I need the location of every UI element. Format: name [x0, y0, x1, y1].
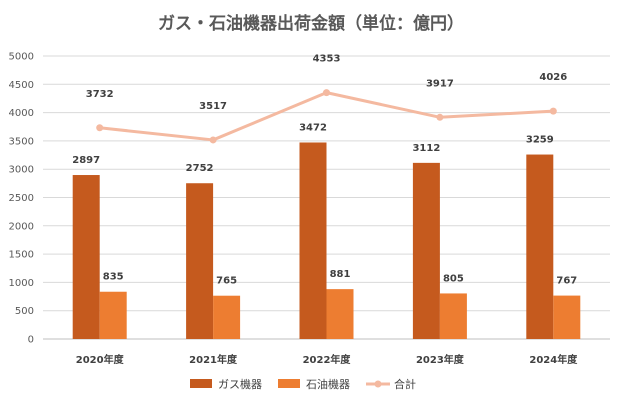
- data-label-合計-2022年度: 4353: [313, 54, 341, 65]
- legend: ガス機器 石油機器 合計: [190, 377, 416, 391]
- data-label-石油機器-2024年度: 767: [556, 276, 577, 287]
- x-tick-label: 2023年度: [416, 353, 465, 366]
- y-axis-ticks: 0 500 1000 1500 2000 2500 3000 3500 4000 4500 5000: [9, 52, 34, 346]
- x-tick-label: 2020年度: [76, 353, 125, 366]
- y-tick-label: 3000: [9, 165, 34, 176]
- y-tick-label: 4000: [9, 108, 34, 119]
- point-合計-2023年度: [436, 113, 444, 121]
- data-labels-layer: 2897 835 2752 765 3472 881 3112 805 3259 767 3732 3…: [72, 54, 577, 287]
- legend-label-石油機器: 石油機器: [306, 377, 350, 391]
- legend-marker-合計: [374, 380, 382, 388]
- bar-ガス機器-2021年度: [186, 183, 214, 339]
- data-label-石油機器-2021年度: 765: [216, 276, 237, 287]
- data-label-合計-2023年度: 3917: [426, 78, 454, 89]
- y-tick-label: 4500: [9, 80, 34, 91]
- bar-ガス機器-2023年度: [412, 162, 440, 339]
- bar-石油機器-2024年度: [553, 295, 581, 339]
- data-label-合計-2020年度: 3732: [86, 89, 114, 100]
- y-tick-label: 2500: [9, 193, 34, 204]
- bar-石油機器-2020年度: [99, 291, 127, 339]
- point-合計-2020年度: [96, 124, 104, 132]
- line-layer: [96, 89, 557, 144]
- x-tick-label: 2022年度: [303, 353, 352, 366]
- data-label-石油機器-2020年度: 835: [103, 272, 124, 283]
- bar-ガス機器-2024年度: [526, 154, 554, 339]
- y-tick-label: 0: [28, 335, 34, 346]
- data-label-ガス機器-2024年度: 3259: [526, 135, 554, 146]
- bars-layer: [72, 142, 581, 339]
- data-label-石油機器-2022年度: 881: [330, 269, 351, 280]
- data-label-合計-2024年度: 4026: [539, 72, 567, 83]
- point-合計-2022年度: [323, 89, 330, 97]
- data-label-ガス機器-2023年度: 3112: [412, 143, 440, 154]
- bar-ガス機器-2020年度: [72, 175, 100, 339]
- x-tick-label: 2024年度: [529, 353, 578, 366]
- y-tick-label: 1500: [9, 250, 34, 261]
- data-label-合計-2021年度: 3517: [199, 101, 227, 112]
- legend-label-ガス機器: ガス機器: [218, 377, 262, 391]
- point-合計-2024年度: [549, 107, 557, 115]
- x-axis-ticks: 2020年度 2021年度 2022年度 2023年度 2024年度: [76, 353, 578, 366]
- bar-ガス機器-2022年度: [299, 142, 327, 339]
- data-label-ガス機器-2020年度: 2897: [72, 155, 100, 166]
- x-tick-label: 2021年度: [189, 353, 238, 366]
- bar-石油機器-2022年度: [326, 289, 354, 339]
- y-tick-label: 3500: [9, 136, 34, 147]
- legend-swatch-石油機器: [278, 379, 300, 388]
- y-tick-label: 5000: [9, 52, 34, 63]
- data-label-ガス機器-2022年度: 3472: [299, 122, 327, 133]
- legend-swatch-ガス機器: [190, 379, 212, 388]
- y-tick-label: 2000: [9, 221, 34, 232]
- data-label-石油機器-2023年度: 805: [443, 273, 464, 284]
- bar-石油機器-2021年度: [213, 295, 241, 339]
- bar-石油機器-2023年度: [439, 293, 467, 339]
- legend-label-合計: 合計: [394, 377, 416, 391]
- y-tick-label: 1000: [9, 278, 34, 289]
- chart-title: ガス・石油機器出荷金額（単位：億円）: [158, 13, 464, 34]
- data-label-ガス機器-2021年度: 2752: [186, 163, 214, 174]
- point-合計-2021年度: [209, 136, 217, 144]
- y-tick-label: 500: [15, 306, 34, 317]
